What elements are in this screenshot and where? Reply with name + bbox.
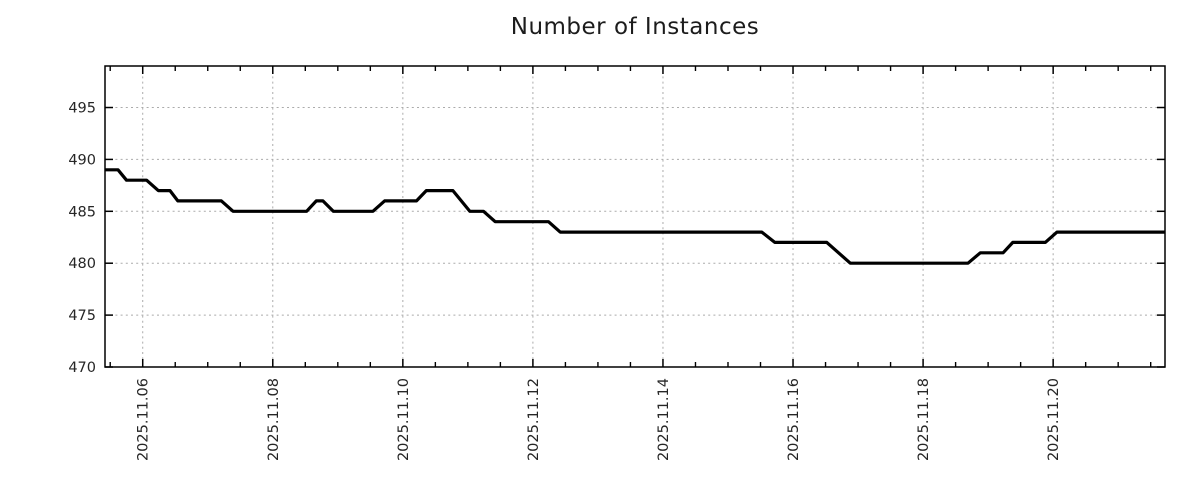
data-line-instances — [105, 168, 1165, 265]
x-tick-label: 2025.11.20 — [1046, 378, 1062, 461]
x-tick-label: 2025.11.14 — [656, 378, 672, 461]
x-tick-label: 2025.11.10 — [396, 378, 412, 461]
y-tick-label: 490 — [68, 152, 96, 168]
x-tick-label: 2025.11.12 — [526, 378, 542, 461]
x-tick-label: 2025.11.16 — [786, 378, 802, 461]
y-tick-label: 495 — [68, 101, 96, 117]
y-tick-label: 480 — [68, 256, 96, 272]
y-tick-label: 475 — [68, 308, 96, 324]
x-tick-label: 2025.11.06 — [136, 378, 152, 461]
x-tick-label: 2025.11.18 — [916, 378, 932, 461]
y-tick-label: 485 — [68, 204, 96, 220]
y-tick-label: 470 — [68, 360, 96, 376]
x-tick-label: 2025.11.08 — [266, 378, 282, 461]
plot-border — [104, 65, 1166, 368]
chart-title: Number of Instances — [510, 14, 760, 40]
